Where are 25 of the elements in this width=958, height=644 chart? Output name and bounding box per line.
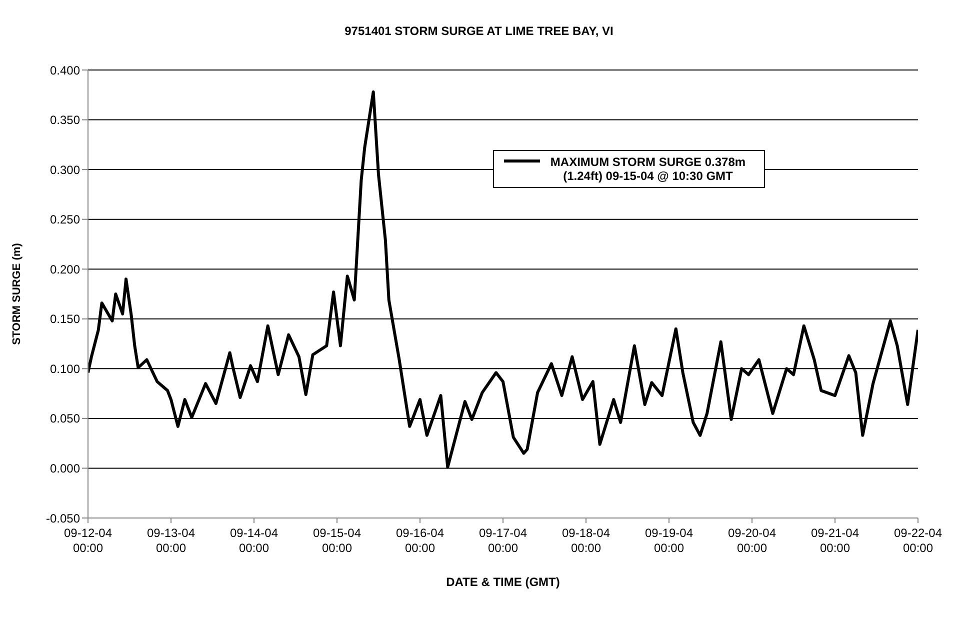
x-tick-label: 09-19-04 00:00 [644, 526, 694, 555]
y-tick-label: 0.150 [50, 312, 80, 326]
y-tick-label: -0.050 [46, 511, 80, 526]
x-axis-title: DATE & TIME (GMT) [446, 575, 560, 589]
y-tick-label: 0.100 [50, 362, 80, 376]
y-tick-label: 0.250 [50, 212, 80, 227]
legend-label: MAXIMUM STORM SURGE 0.378m (1.24ft) 09-15-04 @ 10:30 GMT [549, 155, 747, 183]
y-axis-title: STORM SURGE (m) [10, 242, 23, 345]
x-tick-label: 09-16-04 00:00 [396, 526, 444, 555]
x-tick-label: 09-17-04 00:00 [478, 526, 528, 555]
y-tick-label: 0.000 [50, 461, 80, 476]
x-tick-label: 09-12-04 00:00 [64, 526, 112, 555]
y-tick-label: 0.200 [50, 262, 80, 276]
chart-title: 9751401 STORM SURGE AT LIME TREE BAY, VI [344, 24, 614, 38]
x-tick-label: 09-21-04 00:00 [810, 526, 860, 555]
x-tick-label: 09-15-04 00:00 [312, 526, 362, 555]
x-tick-label: 09-22-04 00:00 [894, 526, 942, 555]
x-tick-label: 09-14-04 00:00 [230, 526, 278, 555]
y-tick-label: 0.400 [50, 63, 80, 78]
y-tick-label: 0.300 [50, 162, 80, 177]
x-tick-label: 09-13-04 00:00 [146, 526, 196, 555]
y-tick-label: 0.050 [50, 412, 80, 426]
x-tick-label: 09-18-04 00:00 [562, 526, 610, 555]
y-tick-label: 0.350 [50, 113, 80, 128]
x-tick-label: 09-20-04 00:00 [728, 526, 776, 555]
